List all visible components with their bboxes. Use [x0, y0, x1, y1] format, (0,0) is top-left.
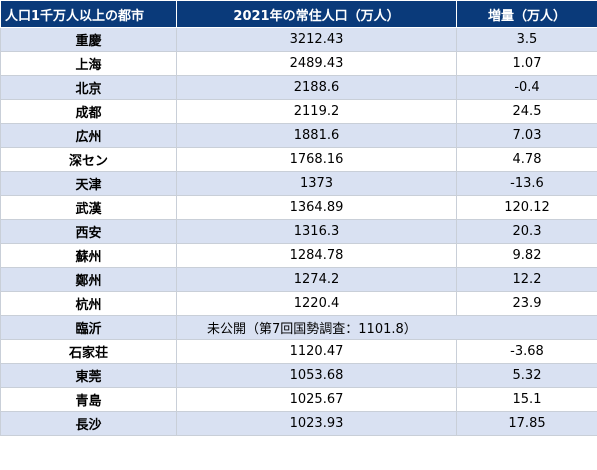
increase-cell: 15.1: [456, 387, 597, 412]
increase-cell: 23.9: [456, 291, 597, 316]
population-cell: 3212.43: [176, 27, 457, 52]
population-cell: 1025.67: [176, 387, 457, 412]
increase-cell: 5.32: [456, 363, 597, 388]
increase-cell: 12.2: [456, 267, 597, 292]
header-row: 人口1千万人以上の都市 2021年の常住人口（万人） 増量（万人）: [0, 0, 597, 28]
city-cell: 成都: [0, 99, 177, 124]
population-table: 人口1千万人以上の都市 2021年の常住人口（万人） 増量（万人） 重慶 321…: [0, 0, 597, 436]
increase-cell: 1.07: [456, 51, 597, 76]
increase-cell: 3.5: [456, 27, 597, 52]
population-cell: 1053.68: [176, 363, 457, 388]
city-cell: 北京: [0, 75, 177, 100]
city-cell: 上海: [0, 51, 177, 76]
population-cell: 1768.16: [176, 147, 457, 172]
header-increase: 増量（万人）: [456, 0, 597, 28]
population-cell: 2119.2: [176, 99, 457, 124]
population-cell: 1220.4: [176, 291, 457, 316]
increase-cell: 9.82: [456, 243, 597, 268]
city-cell: 石家荘: [0, 339, 177, 364]
population-cell: 1284.78: [176, 243, 457, 268]
population-cell: 1373: [176, 171, 457, 196]
table-row: 成都 2119.2 24.5: [0, 99, 597, 124]
population-cell: 1274.2: [176, 267, 457, 292]
table-row: 深セン 1768.16 4.78: [0, 147, 597, 172]
header-population: 2021年の常住人口（万人）: [176, 0, 457, 28]
table-row: 蘇州 1284.78 9.82: [0, 243, 597, 268]
table-row: 広州 1881.6 7.03: [0, 123, 597, 148]
city-cell: 広州: [0, 123, 177, 148]
city-cell: 天津: [0, 171, 177, 196]
increase-cell: 120.12: [456, 195, 597, 220]
table-row: 鄭州 1274.2 12.2: [0, 267, 597, 292]
population-note-cell: 未公開（第7回国勢調査：1101.8）: [176, 315, 597, 340]
increase-cell: 4.78: [456, 147, 597, 172]
population-cell: 1364.89: [176, 195, 457, 220]
population-cell: 2188.6: [176, 75, 457, 100]
table-row: 武漢 1364.89 120.12: [0, 195, 597, 220]
table-row: 長沙 1023.93 17.85: [0, 411, 597, 436]
city-cell: 蘇州: [0, 243, 177, 268]
table-row: 天津 1373 -13.6: [0, 171, 597, 196]
population-cell: 1120.47: [176, 339, 457, 364]
table-row: 重慶 3212.43 3.5: [0, 27, 597, 52]
table-row: 西安 1316.3 20.3: [0, 219, 597, 244]
city-cell: 深セン: [0, 147, 177, 172]
population-cell: 2489.43: [176, 51, 457, 76]
table-row: 東莞 1053.68 5.32: [0, 363, 597, 388]
increase-cell: -3.68: [456, 339, 597, 364]
city-cell: 東莞: [0, 363, 177, 388]
city-cell: 西安: [0, 219, 177, 244]
increase-cell: 17.85: [456, 411, 597, 436]
increase-cell: 24.5: [456, 99, 597, 124]
table-row: 臨沂 未公開（第7回国勢調査：1101.8）: [0, 315, 597, 340]
city-cell: 武漢: [0, 195, 177, 220]
table-row: 北京 2188.6 -0.4: [0, 75, 597, 100]
city-cell: 杭州: [0, 291, 177, 316]
increase-cell: 20.3: [456, 219, 597, 244]
header-city: 人口1千万人以上の都市: [0, 0, 177, 28]
increase-cell: 7.03: [456, 123, 597, 148]
population-cell: 1316.3: [176, 219, 457, 244]
city-cell: 臨沂: [0, 315, 177, 340]
city-cell: 長沙: [0, 411, 177, 436]
table-row: 石家荘 1120.47 -3.68: [0, 339, 597, 364]
city-cell: 鄭州: [0, 267, 177, 292]
table-row: 青島 1025.67 15.1: [0, 387, 597, 412]
population-cell: 1881.6: [176, 123, 457, 148]
table-row: 杭州 1220.4 23.9: [0, 291, 597, 316]
increase-cell: -0.4: [456, 75, 597, 100]
city-cell: 重慶: [0, 27, 177, 52]
city-cell: 青島: [0, 387, 177, 412]
increase-cell: -13.6: [456, 171, 597, 196]
population-cell: 1023.93: [176, 411, 457, 436]
table-row: 上海 2489.43 1.07: [0, 51, 597, 76]
